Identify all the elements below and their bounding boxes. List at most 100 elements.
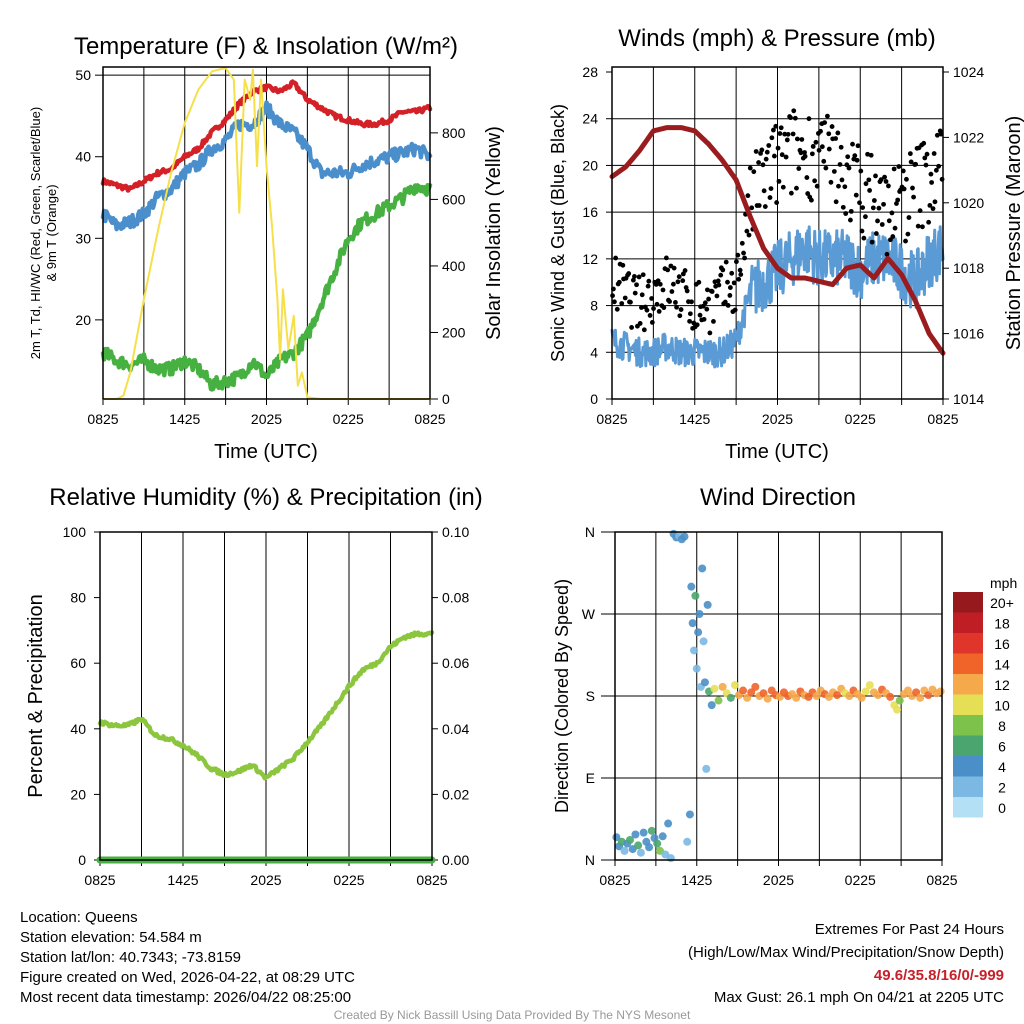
rh-panel-title: Relative Humidity (%) & Precipitation (i… bbox=[49, 484, 482, 511]
gust-point bbox=[756, 203, 762, 208]
y-tick-label: 12 bbox=[582, 251, 598, 267]
gust-point bbox=[863, 181, 869, 187]
gust-point bbox=[911, 194, 916, 200]
direction-point bbox=[688, 619, 697, 628]
gust-point bbox=[711, 318, 716, 324]
gust-point bbox=[785, 131, 791, 137]
series-line-td bbox=[100, 182, 433, 392]
gust-point bbox=[645, 283, 651, 289]
temp-y2-axis-title: Solar Insolation (Yellow) bbox=[483, 126, 505, 340]
gust-point bbox=[774, 200, 780, 205]
legend-label: 2 bbox=[998, 780, 1006, 796]
x-tick-label: 2025 bbox=[762, 411, 793, 427]
plot-border bbox=[99, 531, 433, 861]
gust-point bbox=[794, 136, 800, 142]
gust-point bbox=[890, 234, 896, 239]
y2-tick-label: 0.00 bbox=[442, 852, 469, 868]
direction-point bbox=[645, 843, 654, 852]
gust-point bbox=[722, 299, 728, 305]
direction-point bbox=[634, 841, 643, 850]
gust-point bbox=[632, 290, 638, 296]
gust-point bbox=[770, 127, 776, 133]
x-tick-label: 0825 bbox=[87, 411, 118, 427]
gust-point bbox=[749, 205, 755, 211]
gust-point bbox=[796, 166, 802, 171]
direction-point bbox=[620, 846, 629, 855]
y2-tick-label: 1020 bbox=[953, 195, 984, 211]
extremes-values: 49.6/35.8/16/0/-999 bbox=[874, 967, 1004, 984]
gust-point bbox=[718, 272, 724, 278]
gust-point bbox=[680, 278, 686, 284]
gust-point bbox=[745, 193, 751, 199]
recent-data-text: Most recent data timestamp: 2026/04/22 0… bbox=[20, 989, 351, 1006]
x-tick-label: 0225 bbox=[333, 411, 364, 427]
gust-point bbox=[861, 235, 867, 241]
gust-point bbox=[702, 300, 708, 306]
gust-point bbox=[860, 205, 866, 210]
legend-label: 20+ bbox=[990, 595, 1014, 611]
gust-point bbox=[729, 270, 735, 276]
direction-point bbox=[631, 830, 640, 839]
direction-point bbox=[726, 693, 735, 702]
speed-color-legend: mph 20+ 18 16 14 12 10 8 6 4 2 0 bbox=[953, 575, 1017, 818]
gust-point bbox=[630, 277, 636, 283]
gust-point bbox=[687, 318, 692, 324]
direction-point bbox=[666, 854, 675, 863]
gust-point bbox=[818, 128, 823, 134]
direction-point bbox=[694, 628, 703, 637]
direction-point bbox=[653, 839, 662, 848]
direction-point bbox=[703, 600, 712, 609]
y-tick-label: 60 bbox=[70, 655, 86, 671]
y2-tick-label: 1014 bbox=[953, 391, 984, 407]
direction-point bbox=[702, 764, 711, 773]
y2-tick-label: 400 bbox=[442, 258, 466, 274]
elevation-text: Station elevation: 54.584 m bbox=[20, 929, 202, 946]
gust-point bbox=[821, 158, 827, 164]
gust-point bbox=[804, 175, 810, 180]
gust-point bbox=[934, 132, 940, 138]
gust-point bbox=[907, 151, 913, 157]
wind-y2-axis-title: Station Pressure (Maroon) bbox=[1003, 116, 1024, 351]
gust-point bbox=[876, 205, 882, 211]
gust-point bbox=[932, 199, 938, 205]
gust-point bbox=[660, 287, 666, 293]
gust-point bbox=[616, 279, 622, 285]
gust-point bbox=[842, 184, 848, 190]
gust-point bbox=[701, 316, 707, 322]
x-tick-label: 0825 bbox=[926, 872, 957, 888]
direction-point bbox=[647, 826, 656, 835]
gust-point bbox=[646, 278, 652, 284]
gust-point bbox=[760, 162, 766, 168]
gust-point bbox=[766, 143, 772, 148]
gust-point bbox=[747, 165, 753, 171]
gust-point bbox=[669, 289, 675, 294]
direction-point bbox=[690, 646, 699, 655]
gust-point bbox=[731, 280, 737, 286]
y-tick-label: 40 bbox=[75, 149, 91, 165]
temp-panel-title: Temperature (F) & Insolation (W/m²) bbox=[74, 33, 458, 60]
gust-point bbox=[665, 267, 671, 273]
gust-point bbox=[853, 192, 859, 198]
gust-point bbox=[826, 146, 832, 152]
gust-point bbox=[915, 223, 921, 229]
gust-point bbox=[709, 289, 715, 294]
gust-point bbox=[644, 307, 650, 313]
direction-point bbox=[912, 688, 921, 697]
gust-point bbox=[857, 200, 862, 206]
gust-point bbox=[831, 169, 837, 174]
direction-point bbox=[751, 682, 760, 691]
gust-point bbox=[903, 238, 908, 244]
gust-point bbox=[837, 162, 843, 167]
gust-point bbox=[612, 299, 617, 305]
gust-point bbox=[741, 250, 746, 256]
x-tick-label: 0225 bbox=[333, 872, 364, 888]
gust-point bbox=[684, 288, 690, 294]
gust-point bbox=[626, 271, 632, 276]
gust-point bbox=[661, 305, 667, 311]
gust-point bbox=[838, 144, 844, 150]
y2-tick-label: 1016 bbox=[953, 326, 984, 342]
y-tick-label: 0 bbox=[78, 852, 86, 868]
gust-point bbox=[707, 330, 713, 336]
legend-label: 8 bbox=[998, 718, 1006, 734]
direction-point bbox=[895, 696, 904, 705]
